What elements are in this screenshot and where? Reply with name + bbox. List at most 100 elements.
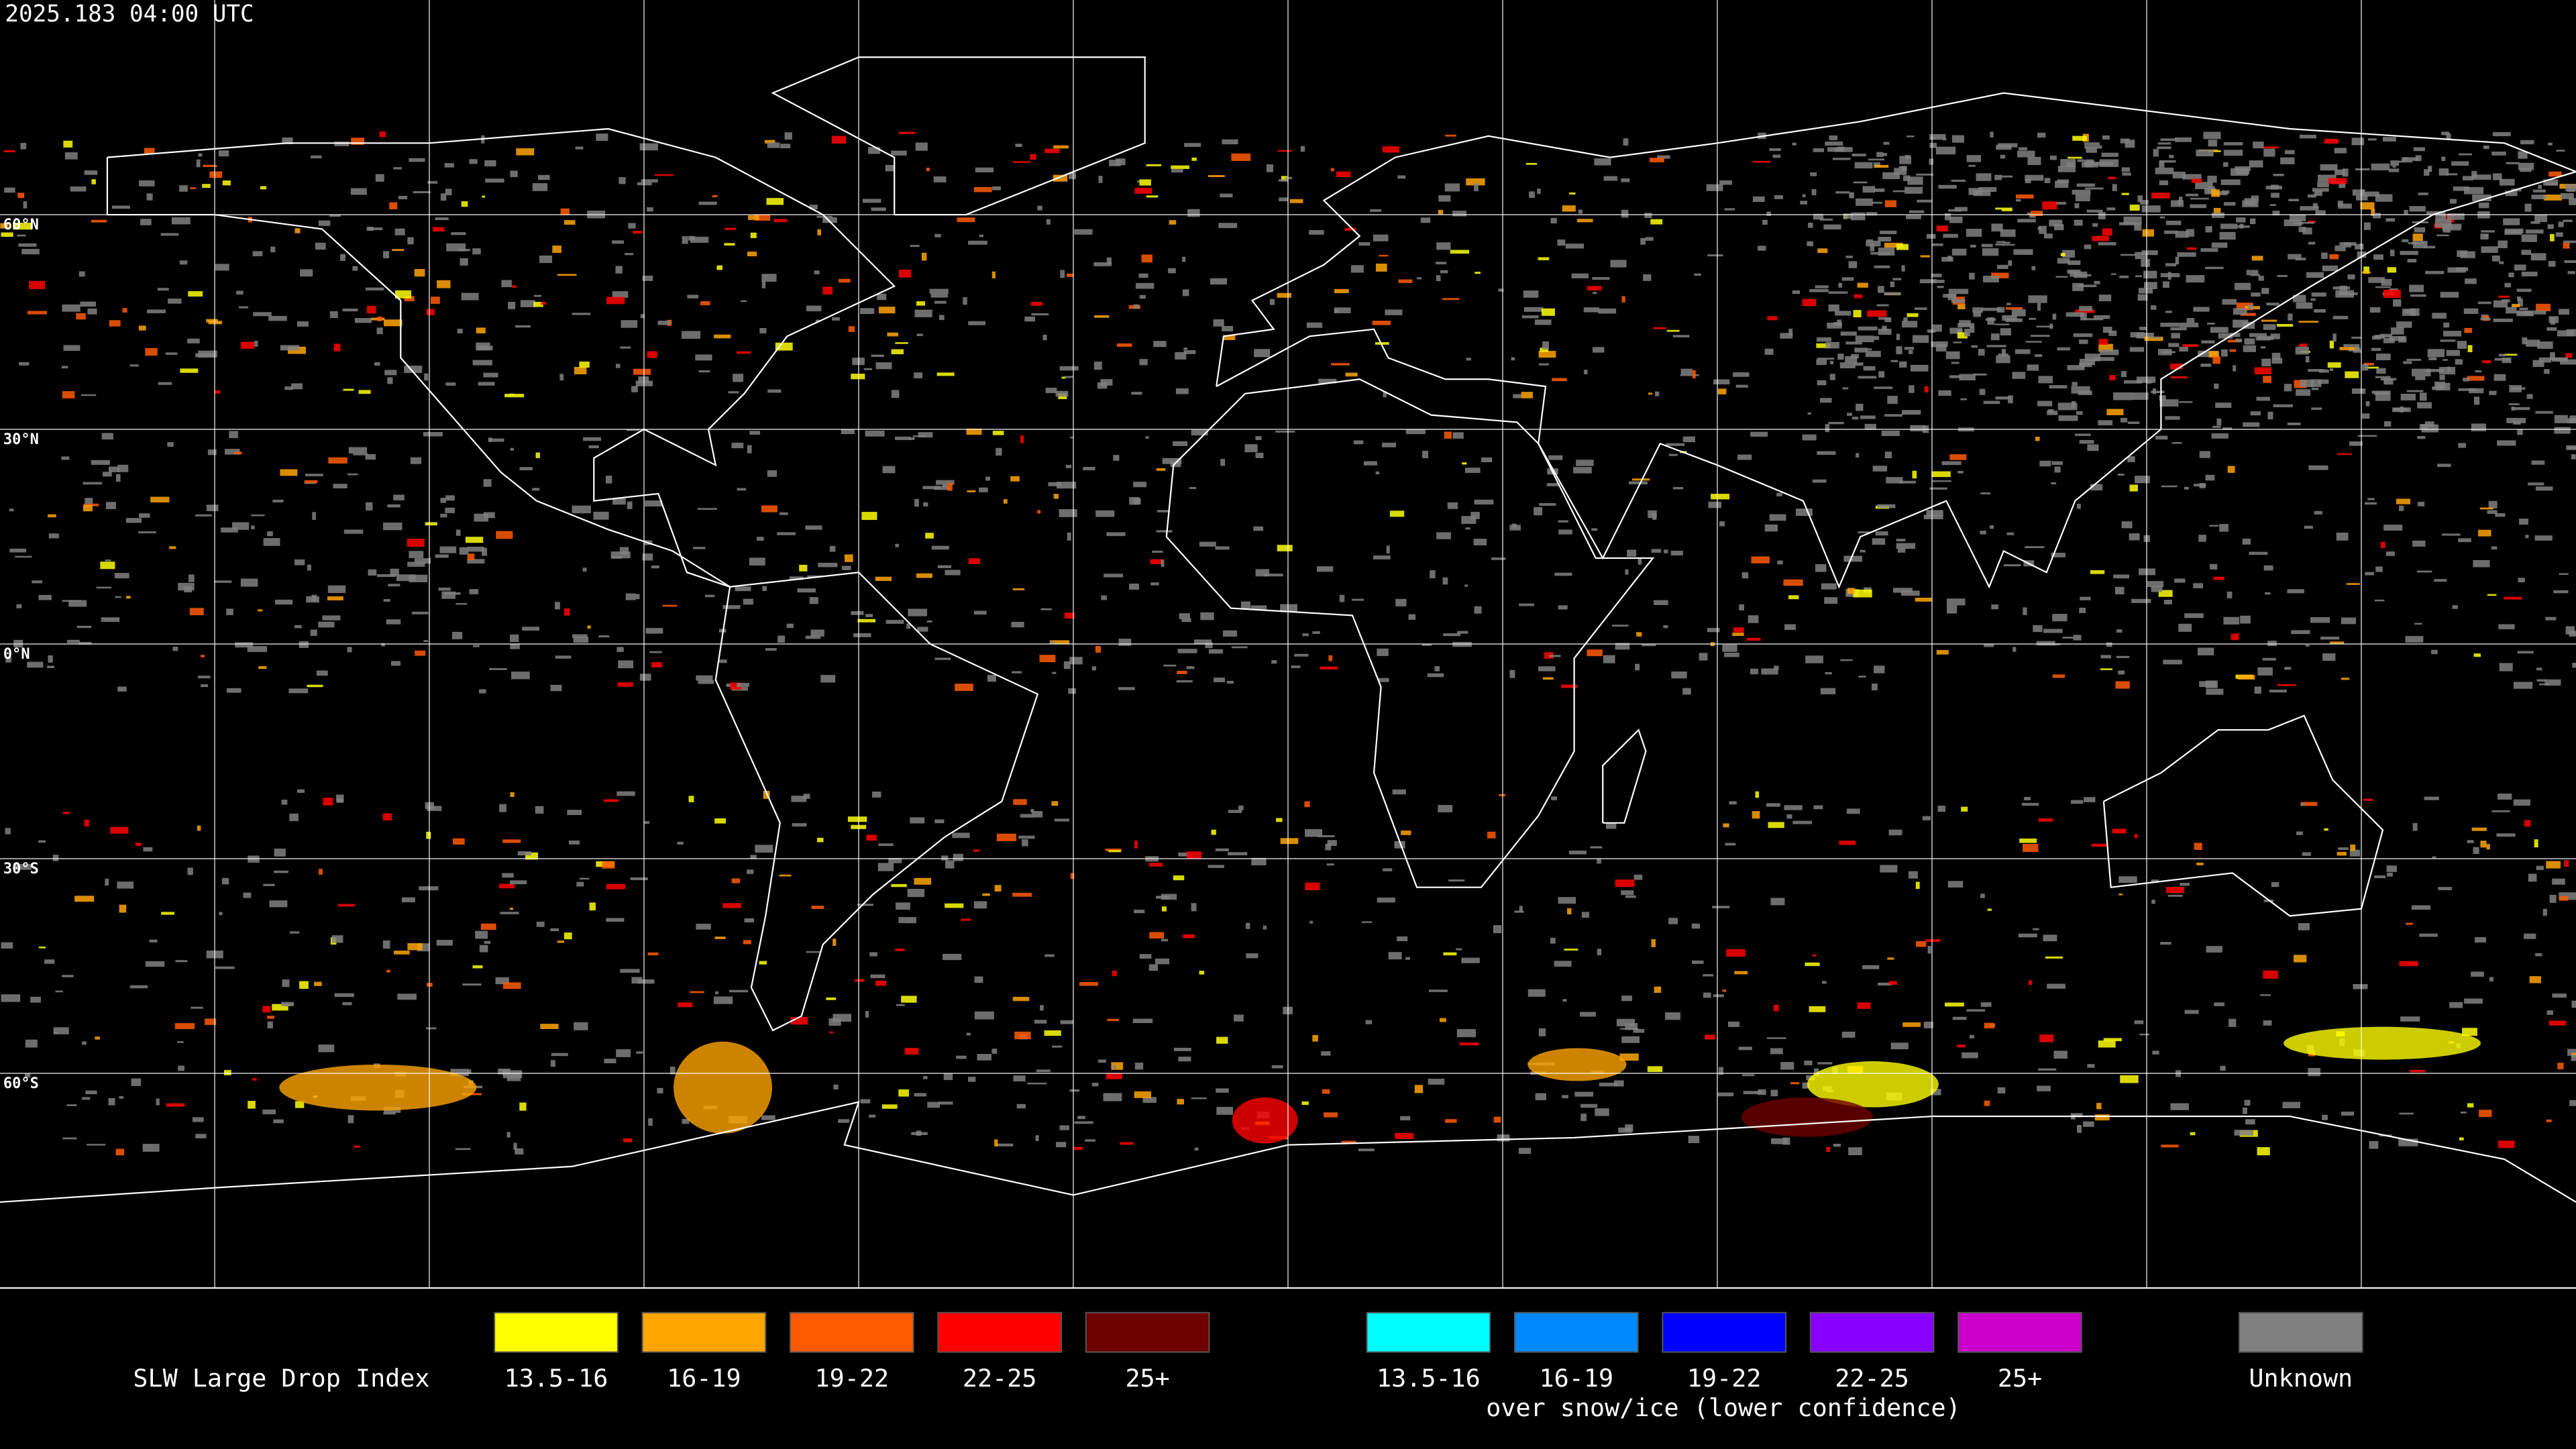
cloud (1856, 198, 1873, 206)
cloud (1045, 387, 1057, 393)
cloud (2517, 429, 2523, 435)
cloud (1178, 1057, 1191, 1062)
cloud (1927, 329, 1936, 333)
cloud (579, 361, 590, 368)
cloud (117, 881, 134, 889)
cloud (2334, 148, 2347, 154)
cloud (1519, 906, 1523, 912)
cloud (841, 429, 855, 435)
cloud (2341, 1112, 2355, 1116)
cloud (891, 390, 900, 398)
cloud (2488, 500, 2498, 508)
cloud (2159, 399, 2179, 407)
cloud (1457, 631, 1468, 634)
cloud (714, 936, 726, 939)
cloud (744, 918, 755, 923)
cloud (1091, 1083, 1099, 1087)
cloud (2436, 234, 2449, 237)
cloud (1802, 1082, 1810, 1089)
cloud (2415, 376, 2426, 380)
cloud (2557, 330, 2574, 337)
cloud (2463, 308, 2479, 314)
cloud (1321, 1051, 1331, 1056)
cloud (374, 362, 380, 366)
cloud (1040, 1005, 1044, 1011)
cloud (2406, 358, 2422, 361)
cloud (1878, 317, 1891, 320)
cloud (741, 300, 747, 303)
cloud (91, 219, 107, 223)
cloud (2159, 161, 2165, 168)
cloud (1984, 644, 1994, 647)
cloud (1923, 1022, 1934, 1028)
cloud (2443, 322, 2450, 328)
cloud (1161, 906, 1167, 912)
cloud (2079, 362, 2092, 368)
cloud (1828, 421, 1844, 425)
cloud (2195, 182, 2213, 189)
cloud (1936, 225, 1948, 232)
cloud (2075, 194, 2090, 202)
cloud (2084, 354, 2100, 362)
cloud (2223, 150, 2243, 156)
cloud (1044, 954, 1055, 957)
cloud (2419, 933, 2438, 937)
cloud (214, 580, 232, 583)
cloud (789, 576, 804, 580)
cloud (140, 219, 152, 225)
cloud (923, 502, 928, 506)
cloud (1932, 324, 1942, 332)
cloud (2035, 436, 2040, 441)
cloud (1487, 831, 1496, 839)
cloud (2308, 220, 2316, 223)
cloud (2478, 529, 2491, 537)
cloud (1807, 1061, 1939, 1108)
cloud (2569, 631, 2576, 637)
cloud (1932, 280, 1945, 283)
cloud (445, 382, 456, 386)
cloud (2035, 354, 2043, 358)
cloud (2261, 358, 2271, 367)
cloud (1580, 1104, 1598, 1108)
cloud (2147, 581, 2164, 588)
cloud (472, 965, 483, 969)
cloud (1422, 450, 1429, 459)
cloud (2546, 1119, 2552, 1122)
cloud (1459, 1042, 1479, 1046)
cloud (564, 608, 570, 616)
cloud (1173, 1047, 1191, 1051)
cloud (713, 996, 733, 1004)
cloud (1529, 191, 1535, 199)
cloud (2537, 341, 2553, 349)
cloud (1558, 897, 1576, 904)
cloud (2404, 209, 2408, 215)
cloud (1132, 1018, 1153, 1024)
cloud (1493, 1116, 1501, 1123)
cloud (2170, 200, 2184, 207)
cloud (1932, 480, 1951, 482)
cloud (1254, 349, 1271, 358)
cloud (1851, 417, 1859, 420)
cloud (2220, 1065, 2226, 1071)
cloud (1452, 211, 1467, 217)
cloud (2038, 376, 2053, 384)
cloud (2171, 441, 2182, 444)
cloud (1177, 670, 1187, 674)
cloud (2559, 359, 2576, 365)
cloud (1856, 403, 1864, 411)
cloud (968, 240, 987, 245)
cloud (1521, 315, 1539, 319)
cloud (347, 473, 358, 476)
cloud (1535, 1093, 1546, 1101)
cloud (1364, 461, 1377, 466)
cloud (1027, 1082, 1047, 1085)
cloud (1926, 233, 1936, 239)
cloud (540, 1024, 559, 1029)
cloud (2300, 379, 2314, 387)
cloud (2380, 541, 2385, 549)
cloud (407, 943, 423, 951)
cloud (910, 245, 920, 248)
cloud (1538, 666, 1556, 672)
cloud (2312, 188, 2329, 192)
cloud (1878, 237, 1892, 242)
